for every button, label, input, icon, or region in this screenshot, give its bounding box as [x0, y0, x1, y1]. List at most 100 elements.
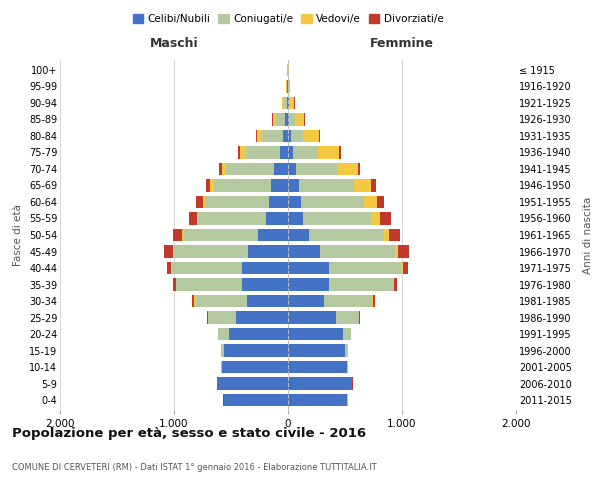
Bar: [280, 146, 288, 158]
Text: COMUNE DI CERVETERI (RM) - Dati ISTAT 1° gennaio 2016 - Elaborazione TUTTITALIA.: COMUNE DI CERVETERI (RM) - Dati ISTAT 1°…: [12, 462, 377, 471]
Bar: [262, 130, 283, 142]
Bar: [291, 130, 304, 142]
Bar: [189, 212, 197, 224]
Bar: [347, 361, 348, 374]
Bar: [288, 146, 293, 158]
Text: Maschi: Maschi: [149, 37, 199, 50]
Bar: [246, 146, 280, 158]
Bar: [226, 163, 274, 175]
Bar: [317, 146, 340, 158]
Bar: [271, 180, 288, 192]
Bar: [224, 394, 288, 406]
Bar: [247, 295, 288, 307]
Bar: [221, 344, 224, 357]
Bar: [290, 96, 295, 109]
Bar: [272, 113, 276, 126]
Bar: [207, 312, 208, 324]
Bar: [218, 328, 229, 340]
Bar: [288, 394, 347, 406]
Bar: [198, 212, 266, 224]
Bar: [359, 312, 360, 324]
Bar: [285, 113, 288, 126]
Bar: [371, 212, 380, 224]
Bar: [221, 361, 222, 374]
Bar: [174, 246, 248, 258]
Bar: [336, 312, 359, 324]
Bar: [343, 328, 351, 340]
Bar: [398, 246, 409, 258]
Bar: [248, 246, 288, 258]
Bar: [257, 130, 262, 142]
Bar: [164, 246, 173, 258]
Bar: [173, 278, 176, 290]
Bar: [401, 262, 403, 274]
Bar: [256, 130, 257, 142]
Bar: [288, 163, 296, 175]
Bar: [205, 196, 269, 208]
Bar: [206, 180, 211, 192]
Bar: [219, 163, 222, 175]
Bar: [319, 130, 320, 142]
Bar: [197, 212, 198, 224]
Bar: [384, 229, 389, 241]
Bar: [329, 262, 401, 274]
Bar: [192, 295, 194, 307]
Bar: [172, 262, 242, 274]
Y-axis label: Fasce di età: Fasce di età: [13, 204, 23, 266]
Bar: [276, 113, 285, 126]
Bar: [325, 295, 373, 307]
Bar: [320, 246, 395, 258]
Bar: [194, 295, 247, 307]
Bar: [337, 163, 358, 175]
Bar: [299, 180, 354, 192]
Bar: [288, 262, 329, 274]
Bar: [288, 328, 343, 340]
Bar: [288, 96, 289, 109]
Bar: [288, 246, 320, 258]
Bar: [288, 344, 345, 357]
Bar: [288, 229, 308, 241]
Bar: [364, 196, 377, 208]
Bar: [289, 80, 290, 92]
Bar: [236, 312, 288, 324]
Bar: [394, 278, 397, 290]
Bar: [176, 278, 242, 290]
Bar: [240, 146, 246, 158]
Bar: [288, 196, 301, 208]
Bar: [354, 180, 371, 192]
Bar: [288, 113, 289, 126]
Bar: [304, 130, 319, 142]
Text: Femmine: Femmine: [370, 37, 434, 50]
Bar: [211, 180, 214, 192]
Bar: [282, 96, 284, 109]
Bar: [229, 328, 288, 340]
Bar: [340, 146, 341, 158]
Bar: [266, 212, 288, 224]
Bar: [389, 229, 400, 241]
Bar: [345, 344, 347, 357]
Bar: [167, 262, 171, 274]
Bar: [293, 146, 317, 158]
Bar: [295, 113, 304, 126]
Bar: [288, 130, 291, 142]
Bar: [203, 196, 205, 208]
Bar: [217, 378, 288, 390]
Bar: [358, 163, 361, 175]
Bar: [287, 96, 288, 109]
Bar: [288, 378, 352, 390]
Bar: [296, 163, 337, 175]
Legend: Celibi/Nubili, Coniugati/e, Vedovi/e, Divorziati/e: Celibi/Nubili, Coniugati/e, Vedovi/e, Di…: [128, 10, 448, 29]
Bar: [395, 246, 398, 258]
Bar: [224, 344, 288, 357]
Bar: [288, 312, 336, 324]
Bar: [371, 180, 376, 192]
Y-axis label: Anni di nascita: Anni di nascita: [583, 196, 593, 274]
Bar: [242, 262, 288, 274]
Bar: [288, 180, 299, 192]
Bar: [380, 212, 391, 224]
Bar: [259, 229, 288, 241]
Bar: [222, 361, 288, 374]
Bar: [274, 163, 288, 175]
Bar: [222, 163, 226, 175]
Bar: [329, 278, 393, 290]
